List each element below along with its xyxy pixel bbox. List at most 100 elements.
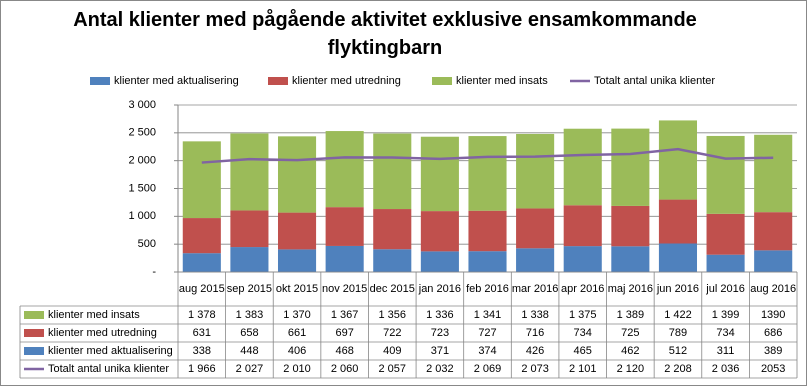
bar [373, 133, 412, 210]
table-value: 512 [669, 345, 687, 357]
table-value: 734 [716, 327, 734, 339]
category-cell: sep 2015 [226, 282, 273, 295]
x-tick-label: sep 2015 [226, 282, 273, 295]
x-tick-label: jul 2016 [706, 282, 745, 295]
line [201, 147, 774, 164]
bar [420, 136, 459, 212]
legend-key [24, 329, 44, 337]
x-tick-label: apr 2016 [561, 282, 605, 295]
legend-label: klienter med aktualisering [114, 75, 239, 87]
x-tick-label: okt 2015 [275, 282, 319, 295]
table-value: 1 966 [188, 363, 216, 375]
legend-key [24, 311, 44, 319]
x-tick-label: aug 2015 [178, 282, 225, 295]
bar [230, 210, 269, 248]
x-tick-label: feb 2016 [466, 282, 509, 295]
legend-key [90, 77, 110, 85]
y-tick-label: 2 000 [128, 155, 156, 167]
bar [325, 245, 364, 272]
x-tick-label: jan 2016 [418, 282, 461, 295]
table-value: 2 057 [379, 363, 407, 375]
table-value: 409 [383, 345, 401, 357]
bar [563, 205, 602, 247]
category-cell: jun 2016 [656, 282, 700, 295]
table-value: 371 [431, 345, 449, 357]
bar [420, 251, 459, 272]
table-value: 465 [574, 345, 592, 357]
bar [182, 218, 221, 254]
bar [706, 135, 745, 214]
bar [373, 249, 412, 272]
legend-label: Totalt antal unika klienter [594, 75, 715, 87]
table-value: 2 208 [664, 363, 692, 375]
bar [468, 251, 507, 272]
table-value: 2053 [761, 363, 785, 375]
table-value: 722 [383, 327, 401, 339]
x-tick-label: aug 2016 [750, 282, 797, 295]
bar [563, 246, 602, 272]
table-value: 1 336 [426, 309, 454, 321]
table-value: 1 383 [236, 309, 264, 321]
table-value: 631 [193, 327, 211, 339]
table-value: 734 [574, 327, 592, 339]
bar [658, 199, 698, 244]
table-value: 2 101 [569, 363, 597, 375]
table-value: 1390 [761, 309, 785, 321]
x-tick-label: jun 2016 [656, 282, 700, 295]
bar [706, 254, 745, 272]
table-value: 2 069 [474, 363, 502, 375]
bar [754, 250, 793, 272]
category-cell: jan 2016 [418, 282, 461, 295]
legend-key [432, 77, 452, 85]
table-value: 2 010 [283, 363, 311, 375]
table-value: 462 [621, 345, 639, 357]
bar [611, 246, 650, 272]
bar [658, 243, 698, 272]
x-tick-label: dec 2015 [369, 282, 415, 295]
category-cell: jul 2016 [706, 282, 745, 295]
y-tick-label: 2 500 [128, 127, 156, 139]
chart-title: Antal klienter med pågående aktivitet ex… [73, 9, 697, 59]
table-value: 727 [478, 327, 496, 339]
table-value: 658 [240, 327, 258, 339]
x-tick-label: mar 2016 [511, 282, 559, 295]
legend-key [268, 77, 288, 85]
category-cell: dec 2015 [369, 282, 415, 295]
bar [658, 120, 698, 200]
bar [420, 211, 459, 252]
bar [182, 141, 221, 219]
table-value: 389 [764, 345, 782, 357]
bar [230, 133, 269, 211]
category-cell: nov 2015 [322, 283, 367, 295]
bar [611, 128, 650, 206]
x-tick-label: maj 2016 [607, 282, 653, 295]
category-cell: apr 2016 [561, 282, 605, 295]
bar [277, 212, 317, 250]
bar [277, 249, 317, 272]
table-value: 448 [240, 345, 258, 357]
row-label: klienter med insats [48, 309, 140, 321]
bar [516, 208, 555, 249]
table-value: 789 [669, 327, 687, 339]
table-value: 1 399 [712, 309, 740, 321]
bar [516, 248, 555, 272]
table-value: 2 060 [331, 363, 359, 375]
table-value: 1 341 [474, 309, 502, 321]
table-value: 338 [193, 345, 211, 357]
bar [611, 205, 650, 247]
table-value: 426 [526, 345, 544, 357]
bar [563, 128, 602, 206]
bar [230, 247, 269, 272]
bar [754, 134, 793, 213]
y-tick-label: 1 500 [128, 182, 156, 194]
category-cell: aug 2016 [750, 282, 797, 295]
table-value: 311 [717, 345, 735, 357]
table-value: 2 036 [712, 363, 740, 375]
table-value: 1 367 [331, 309, 359, 321]
bar [468, 136, 507, 211]
y-tick-label: - [152, 266, 156, 278]
legend-label: klienter med utredning [292, 75, 401, 87]
bar [373, 209, 412, 250]
row-label: Totalt antal unika klienter [48, 363, 169, 375]
